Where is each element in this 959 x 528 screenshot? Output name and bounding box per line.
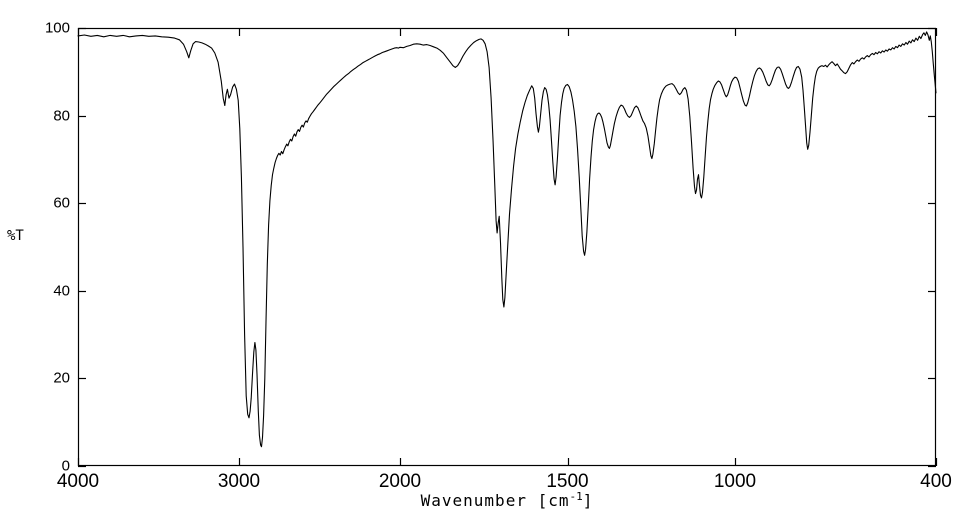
x-tick-label: 400 <box>920 471 952 492</box>
x-tick-label: 1000 <box>713 471 757 492</box>
x-axis-label: Wavenumber [cm-1] <box>78 490 936 510</box>
x-axis-label-text: Wavenumber [cm <box>420 491 570 510</box>
x-tick-label: 4000 <box>56 471 100 492</box>
y-tick-label: 0 <box>61 457 70 475</box>
spectrum-trace <box>77 31 937 448</box>
y-tick-label: 40 <box>53 282 70 300</box>
y-tick-label: 100 <box>44 19 70 37</box>
x-tick-label: 1500 <box>546 471 589 492</box>
plot-border <box>77 27 937 467</box>
x-axis-label-suffix: ] <box>582 491 594 510</box>
x-tick-label: 3000 <box>217 471 261 492</box>
x-axis-label-superscript: -1 <box>569 490 583 503</box>
y-tick-label: 80 <box>53 107 70 125</box>
y-tick-label: 20 <box>53 369 70 387</box>
y-tick-label: 60 <box>53 194 70 212</box>
x-tick-label: 2000 <box>378 471 422 492</box>
y-axis-label: %T <box>7 228 24 244</box>
